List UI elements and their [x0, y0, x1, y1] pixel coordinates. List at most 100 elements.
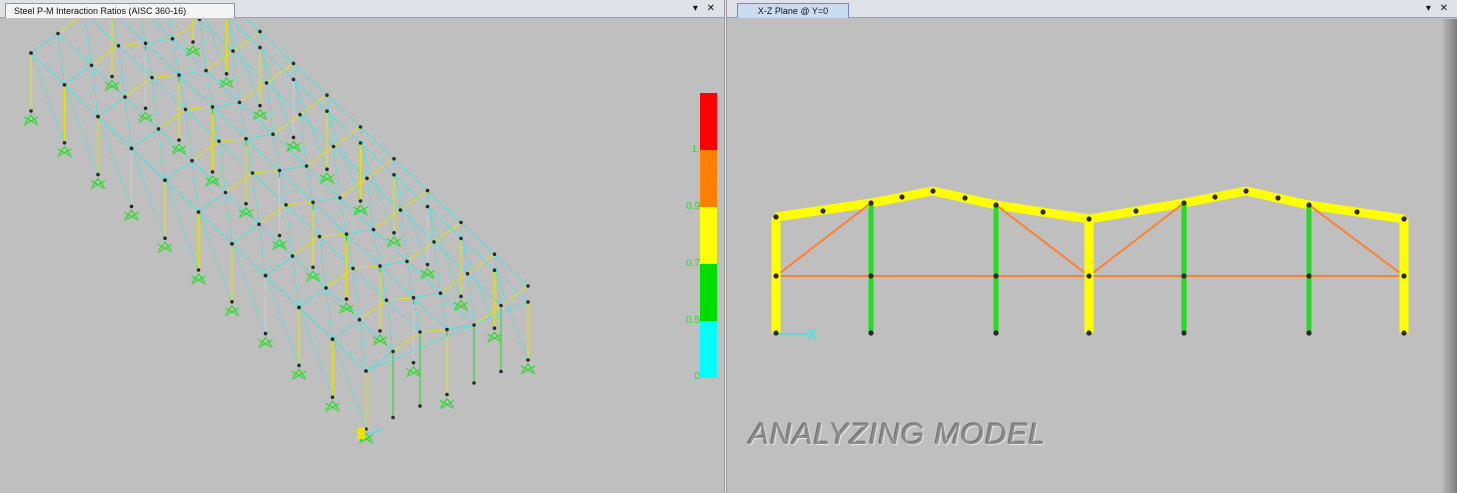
joint3d-28 — [297, 363, 301, 368]
joint3d-124 — [29, 109, 33, 113]
left-view-pane[interactable]: Steel P-M Interaction Ratios (AISC 360-1… — [0, 0, 724, 493]
joint3d-105 — [177, 138, 181, 142]
joint3d-24 — [465, 271, 470, 276]
support-5-3 — [272, 238, 287, 250]
joint3d-99 — [291, 77, 296, 82]
joint3d-82 — [244, 136, 248, 141]
joint3d-55 — [257, 222, 261, 227]
joint3d-48 — [398, 208, 403, 212]
joint-13 — [1133, 208, 1139, 214]
joint3d-47 — [371, 227, 376, 232]
tab-xz-plane[interactable]: X-Z Plane @ Y=0 — [737, 3, 849, 18]
joint3d-45 — [344, 297, 349, 301]
joint3d-117 — [143, 106, 148, 111]
xz-elevation-drawing[interactable]: Z X — [727, 19, 1457, 493]
joint3d-12 — [499, 303, 503, 308]
joint-12 — [1040, 209, 1046, 215]
joint-19 — [868, 273, 874, 279]
joint-29 — [1401, 273, 1407, 279]
joint3d-33 — [378, 329, 382, 333]
joint3d-73 — [358, 199, 363, 203]
legend-swatch-4 — [700, 321, 717, 378]
joint3d-40 — [263, 331, 268, 336]
joint3d-126 — [29, 51, 33, 55]
pane-splitter[interactable] — [724, 0, 727, 493]
support-9-6 — [219, 76, 234, 89]
support-2-3 — [372, 333, 388, 346]
joint3d-75 — [358, 141, 363, 145]
joint-9 — [820, 208, 826, 214]
legend-label-0-7: 0.7 — [686, 258, 700, 269]
joint3d-25 — [492, 326, 497, 331]
joint3d-100 — [96, 172, 100, 177]
joint-25 — [1181, 273, 1187, 279]
joint3d-5 — [418, 404, 422, 408]
joint3d-62 — [392, 157, 396, 161]
support-10-6 — [185, 45, 201, 57]
left-tabbar: Steel P-M Interaction Ratios (AISC 360-1… — [0, 0, 724, 18]
joint3d-26 — [492, 252, 497, 256]
joint-1 — [868, 200, 874, 206]
joint-18 — [773, 330, 779, 336]
joint3d-69 — [277, 233, 282, 238]
joint-14 — [1212, 194, 1218, 200]
joint3d-14 — [526, 284, 530, 288]
3d-model-canvas[interactable] — [0, 19, 724, 493]
joint3d-64 — [196, 268, 201, 272]
triad-block — [357, 427, 365, 439]
joint3d-118 — [143, 41, 148, 46]
joint3d-79 — [190, 158, 194, 163]
support-8-6 — [252, 108, 268, 121]
joint3d-51 — [425, 204, 430, 209]
legend-swatch-1 — [700, 150, 717, 207]
joint3d-121 — [224, 72, 229, 76]
joint3d-0 — [364, 427, 368, 431]
joint-8 — [1401, 216, 1407, 222]
joint3d-115 — [89, 63, 94, 68]
joint3d-112 — [62, 141, 67, 145]
axis-x-label: X — [807, 326, 817, 343]
support-9-3 — [138, 111, 153, 123]
joint3d-46 — [344, 232, 349, 236]
joint3d-110 — [258, 29, 262, 34]
joint3d-10 — [472, 323, 476, 327]
3d-frame-drawing[interactable] — [0, 19, 724, 493]
joint3d-119 — [170, 37, 175, 41]
joint3d-98 — [291, 61, 296, 66]
joint-5 — [1181, 200, 1187, 206]
joint3d-108 — [231, 49, 235, 53]
legend-swatch-0 — [700, 93, 717, 150]
joint3d-67 — [223, 190, 228, 195]
elevation-canvas[interactable]: Z X — [727, 19, 1457, 493]
joint-28 — [1306, 330, 1312, 336]
joint3d-81 — [244, 201, 248, 206]
right-view-pane[interactable]: X-Z Plane @ Y=0 ▾ ✕ Z X ANALYZING MODEL — [727, 0, 1457, 493]
joint3d-92 — [183, 107, 188, 112]
joint3d-103 — [123, 95, 127, 99]
triad-x — [364, 428, 383, 436]
support-1-0 — [325, 400, 340, 412]
joint3d-34 — [378, 264, 382, 268]
right-window-controls[interactable]: ▾ ✕ — [1425, 3, 1451, 14]
joint3d-120 — [197, 19, 202, 22]
joint3d-27 — [492, 268, 497, 272]
support-4-3 — [305, 270, 321, 282]
joint3d-11 — [499, 369, 503, 374]
joint-0 — [773, 214, 779, 220]
joint3d-106 — [177, 73, 181, 77]
left-window-controls[interactable]: ▾ ✕ — [692, 3, 718, 14]
support-1-6 — [487, 331, 502, 343]
support-3-0 — [258, 336, 273, 349]
support-3-3 — [339, 302, 354, 314]
joint3d-44 — [317, 234, 322, 239]
support-0-6 — [520, 363, 536, 375]
support-6-0 — [157, 241, 173, 253]
joint3d-80 — [217, 139, 221, 143]
frame-members — [30, 19, 529, 430]
joint3d-3 — [391, 415, 395, 420]
support-7-6 — [286, 140, 301, 152]
joint-16 — [1354, 209, 1360, 215]
joint3d-109 — [258, 103, 262, 108]
joint3d-107 — [204, 68, 208, 73]
tab-steel-pm-ratios[interactable]: Steel P-M Interaction Ratios (AISC 360-1… — [5, 3, 235, 18]
